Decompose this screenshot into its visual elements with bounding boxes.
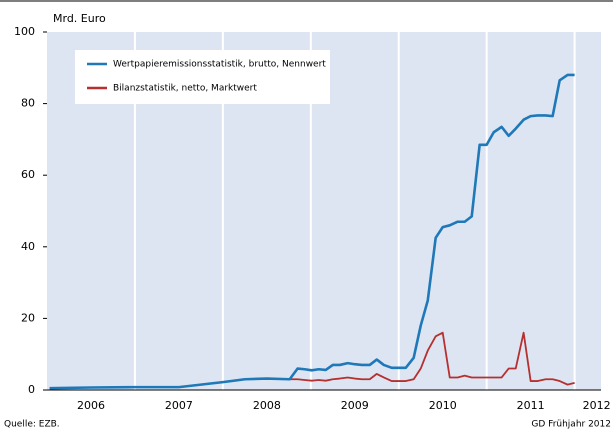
y-tick-label: 80 xyxy=(21,97,35,110)
legend-box xyxy=(75,50,330,104)
y-axis-label: Mrd. Euro xyxy=(53,12,106,25)
legend-label: Wertpapieremissionsstatistik, brutto, Ne… xyxy=(113,60,326,70)
footer: GD Frühjahr 2012 xyxy=(531,420,611,430)
legend-label: Bilanzstatistik, netto, Marktwert xyxy=(113,84,257,94)
x-tick-label: 2009 xyxy=(341,399,369,412)
y-tick-label: 60 xyxy=(21,168,35,181)
series-line xyxy=(49,73,575,390)
y-tick-label: 0 xyxy=(28,383,35,396)
x-tick-label: 2010 xyxy=(429,399,457,412)
source: Quelle: EZB. xyxy=(4,420,60,430)
x-tick-label: 2006 xyxy=(77,399,105,412)
x-tick-label: 2007 xyxy=(165,399,193,412)
y-tick-label: 20 xyxy=(21,311,35,324)
x-tick-label: 2008 xyxy=(253,399,281,412)
x-tick-label: 2011 xyxy=(517,399,545,412)
x-tick-label: 2012 xyxy=(583,399,611,412)
y-tick-label: 100 xyxy=(14,25,35,38)
y-tick-label: 40 xyxy=(21,240,35,253)
